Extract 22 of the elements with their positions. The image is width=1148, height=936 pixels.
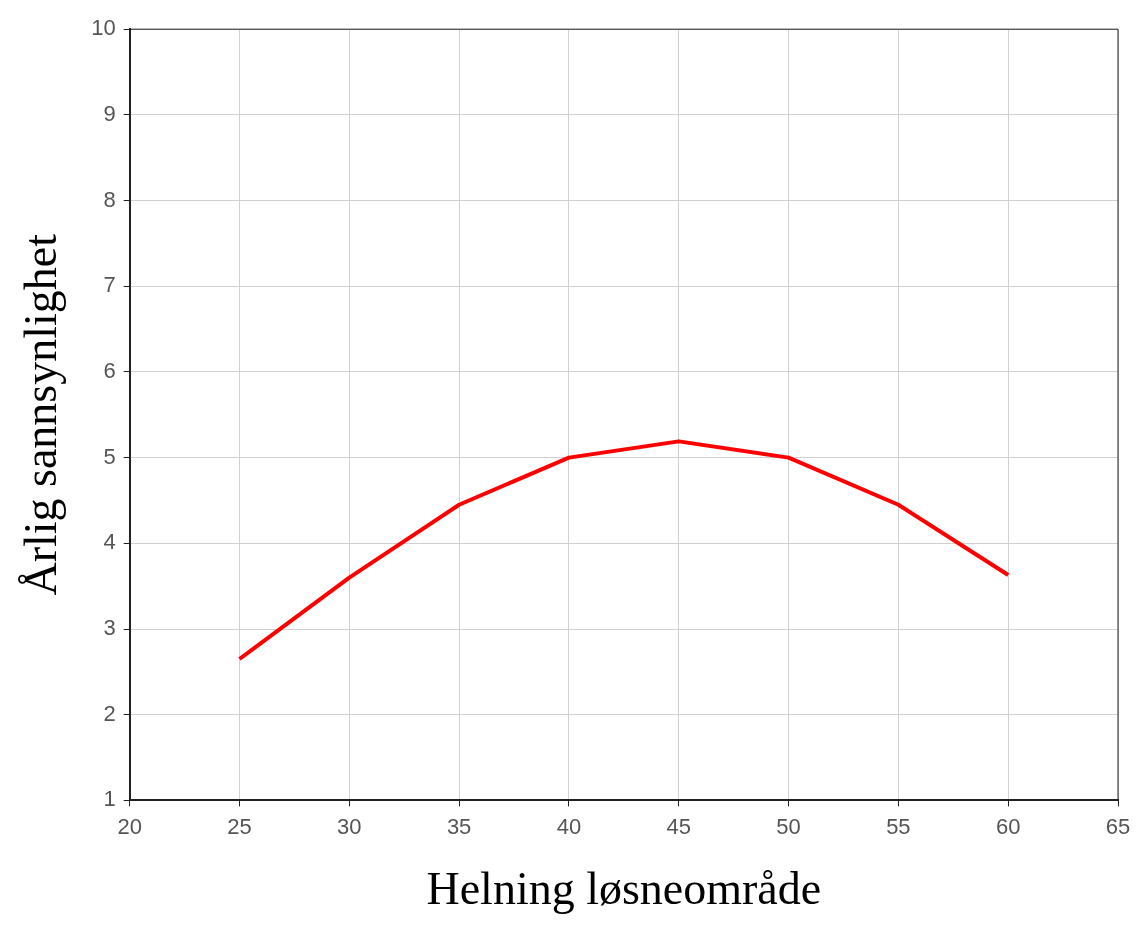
x-tick-label: 65 bbox=[1105, 813, 1131, 839]
y-tick-label: 1 bbox=[103, 786, 116, 812]
x-tick-label: 25 bbox=[227, 813, 252, 839]
y-axis-title: Årlig sannsynlighet bbox=[14, 233, 66, 596]
x-tick-label: 35 bbox=[446, 813, 472, 839]
y-tick-label: 8 bbox=[103, 186, 116, 212]
y-tick-label: 6 bbox=[103, 358, 116, 384]
y-tick-label: 4 bbox=[103, 529, 116, 555]
y-tick-label: 2 bbox=[103, 700, 116, 726]
y-tick-label: 9 bbox=[103, 100, 116, 126]
x-tick-label: 50 bbox=[776, 813, 801, 839]
y-tick-label: 3 bbox=[103, 615, 116, 641]
x-tick-label: 40 bbox=[556, 813, 582, 839]
x-tick-label: 45 bbox=[666, 813, 691, 839]
x-tick-label: 20 bbox=[117, 813, 142, 839]
x-tick-label: 30 bbox=[337, 813, 362, 839]
y-tick-label: 10 bbox=[91, 15, 116, 41]
x-tick-label: 60 bbox=[995, 813, 1021, 839]
y-tick-label: 7 bbox=[103, 272, 116, 298]
x-axis-title: Helning løsneområde bbox=[426, 863, 822, 915]
y-tick-label: 5 bbox=[103, 443, 116, 469]
x-tick-label: 55 bbox=[886, 813, 911, 839]
